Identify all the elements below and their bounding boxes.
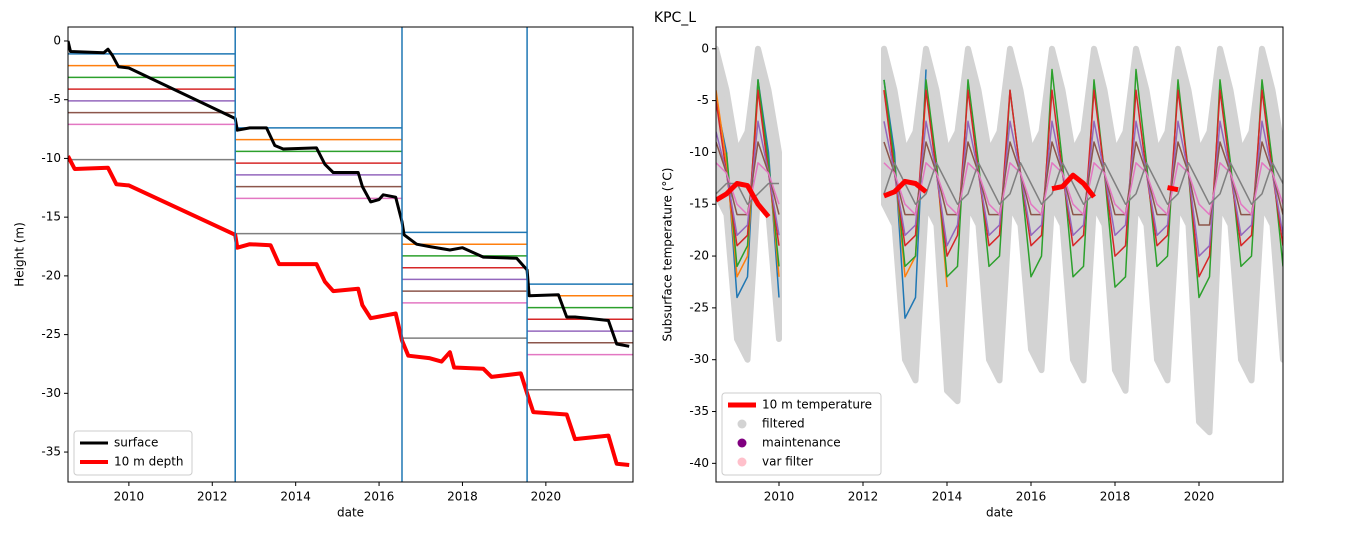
x-tick-label: 2010 xyxy=(764,490,795,504)
y-tick-label: -20 xyxy=(689,249,709,263)
x-tick-label: 2020 xyxy=(531,490,562,504)
legend-marker xyxy=(737,457,747,467)
y-tick-label: -35 xyxy=(41,445,61,459)
legend-label: var filter xyxy=(762,455,813,469)
data-line xyxy=(68,64,633,297)
axes-frame xyxy=(715,26,1284,483)
y-tick-label: 0 xyxy=(701,41,709,55)
legend-label: filtered xyxy=(762,417,805,431)
y-tick-label: -20 xyxy=(41,268,61,282)
x-tick-label: 2018 xyxy=(447,490,478,504)
x-tick-label: 2020 xyxy=(1184,490,1215,504)
y-tick-label: -25 xyxy=(689,300,709,314)
y-tick-label: -25 xyxy=(41,327,61,341)
legend-marker xyxy=(737,438,747,448)
y-tick-label: 0 xyxy=(53,33,61,47)
y-tick-label: -30 xyxy=(41,386,61,400)
y-tick-label: -35 xyxy=(689,404,709,418)
x-tick-label: 2012 xyxy=(197,490,228,504)
axes-frame xyxy=(67,26,634,483)
y-tick-label: -5 xyxy=(49,92,61,106)
x-tick-label: 2016 xyxy=(364,490,395,504)
legend-label: maintenance xyxy=(762,436,841,450)
data-line xyxy=(68,53,633,285)
y-axis-label: Subsurface temperature (°C) xyxy=(661,168,675,342)
data-line xyxy=(68,100,633,332)
legend-box xyxy=(721,392,882,476)
y-tick-label: -15 xyxy=(689,197,709,211)
y-tick-label: -5 xyxy=(697,93,709,107)
y-tick-label: -10 xyxy=(689,145,709,159)
figure-title: KPC_L xyxy=(654,10,696,26)
data-line xyxy=(68,111,633,344)
data-line xyxy=(716,162,1283,216)
x-tick-label: 2016 xyxy=(1016,490,1047,504)
y-tick-label: -15 xyxy=(41,210,61,224)
legend-marker xyxy=(737,419,747,429)
x-axis-label: date xyxy=(337,506,364,520)
data-line xyxy=(68,88,633,321)
plot-area xyxy=(716,45,1283,436)
data-line xyxy=(68,123,633,356)
x-tick-label: 2014 xyxy=(280,490,311,504)
x-tick-label: 2014 xyxy=(932,490,963,504)
legend-label: 10 m depth xyxy=(114,455,184,469)
x-tick-label: 2018 xyxy=(1100,490,1131,504)
x-tick-label: 2012 xyxy=(848,490,879,504)
data-line xyxy=(716,172,1179,219)
data-line xyxy=(68,158,633,391)
data-line xyxy=(68,40,630,348)
plot-area xyxy=(68,27,633,482)
legend-label: surface xyxy=(114,436,158,450)
legend-label: 10 m temperature xyxy=(762,398,872,412)
data-line xyxy=(716,162,1283,205)
y-axis-label: Height (m) xyxy=(13,222,27,287)
x-tick-label: 2010 xyxy=(114,490,145,504)
y-tick-label: -40 xyxy=(689,456,709,470)
y-tick-label: -30 xyxy=(689,352,709,366)
y-tick-label: -10 xyxy=(41,151,61,165)
x-axis-label: date xyxy=(986,506,1013,520)
